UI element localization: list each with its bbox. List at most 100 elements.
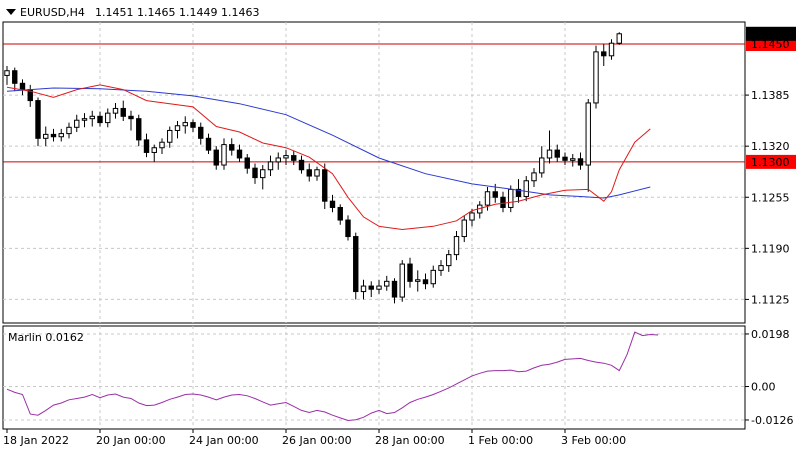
bullish-candle-body: [151, 147, 157, 153]
bearish-candle-body: [577, 158, 584, 166]
chart-header: EURUSD,H4 1.1451 1.1465 1.1449 1.1463: [6, 6, 259, 19]
marlin-oscillator-line: [6, 331, 659, 422]
time-tick-label: 26 Jan 00:00: [282, 434, 352, 447]
bullish-candle-body: [384, 280, 390, 287]
bearish-candle-body: [12, 70, 18, 84]
bearish-candle-body: [19, 82, 26, 91]
bullish-candle-body: [399, 263, 405, 298]
indicator-grid: [3, 326, 745, 429]
time-tick-label: 18 Jan 2022: [3, 434, 69, 447]
symbol-label: EURUSD,H4: [20, 6, 85, 19]
bullish-candle-body: [221, 144, 227, 166]
bullish-candle-body: [89, 115, 95, 120]
bearish-candle-body: [337, 206, 343, 221]
bearish-candle-body: [205, 137, 212, 151]
candlestick-series: [4, 32, 622, 304]
bearish-candle-body: [244, 157, 250, 169]
bullish-candle-body: [508, 188, 514, 208]
bullish-candle-body: [461, 219, 467, 238]
bullish-candle-body: [523, 180, 529, 197]
bullish-candle-body: [585, 102, 591, 166]
bullish-candle-body: [283, 155, 289, 159]
bullish-candle-body: [531, 172, 537, 182]
bullish-candle-body: [314, 169, 320, 177]
bearish-candle-body: [236, 149, 243, 159]
bullish-candle-body: [430, 269, 436, 285]
bullish-candle-body: [260, 169, 266, 179]
horizontal-levels: [3, 43, 745, 163]
time-tick-label: 3 Feb 00:00: [561, 434, 626, 447]
current-price-tag-label: 1.1463: [751, 28, 790, 41]
indicator-tick-label: -0.0126: [751, 414, 793, 427]
bullish-candle-body: [570, 158, 576, 161]
bearish-candle-body: [562, 156, 568, 161]
bullish-candle-body: [415, 279, 421, 282]
bullish-candle-body: [74, 119, 80, 128]
bearish-candle-body: [143, 139, 150, 153]
bearish-candle-body: [322, 169, 328, 202]
bullish-candle-body: [167, 129, 173, 143]
main-panel-frame: [2, 21, 746, 324]
bearish-candle-body: [35, 100, 41, 139]
price-tick-label: 1.1385: [751, 89, 790, 102]
bullish-candle-body: [275, 157, 281, 163]
bullish-candle-body: [105, 112, 111, 124]
bullish-candle-body: [174, 125, 181, 131]
bullish-candle-body: [159, 141, 165, 149]
bearish-candle-body: [298, 159, 305, 171]
bearish-candle-body: [128, 115, 134, 120]
indicator-label: Marlin 0.0162: [8, 331, 84, 344]
bearish-candle-body: [500, 196, 506, 208]
bullish-candle-body: [182, 122, 188, 127]
price-tick-label: 1.1255: [751, 191, 790, 204]
time-tick-label: 1 Feb 00:00: [468, 434, 533, 447]
bullish-candle-body: [539, 157, 545, 174]
bearish-candle-body: [97, 115, 103, 124]
bearish-candle-body: [306, 169, 312, 177]
slow-moving-average-line: [6, 87, 651, 199]
bullish-candle-body: [484, 191, 491, 206]
bearish-candle-body: [345, 219, 351, 238]
main-grid: [3, 22, 745, 323]
level-price-tag: [746, 154, 796, 169]
time-tick-label: 24 Jan 00:00: [189, 434, 259, 447]
bearish-candle-body: [252, 167, 258, 179]
price-tick-label: 1.1190: [751, 242, 790, 255]
oscillator-series: [6, 331, 659, 422]
bearish-candle-body: [329, 200, 336, 208]
indicator-axis: 0.0198 0.00 -0.0126: [745, 328, 793, 427]
bullish-candle-body: [593, 51, 599, 104]
dropdown-triangle-icon[interactable]: [6, 9, 16, 15]
bullish-candle-body: [81, 118, 88, 121]
bullish-candle-body: [58, 133, 64, 138]
fast-moving-average-line: [6, 84, 651, 231]
price-tick-label: 1.1125: [751, 293, 790, 306]
time-tick-label: 20 Jan 00:00: [96, 434, 166, 447]
bullish-candle-body: [4, 70, 10, 76]
bearish-candle-body: [291, 155, 297, 161]
price-axis: 1.1385 1.1320 1.1255 1.1190 1.1125 1.1450 1.13…: [745, 26, 796, 306]
bullish-candle-body: [546, 149, 553, 159]
bearish-candle-body: [136, 118, 142, 141]
bearish-candle-body: [601, 51, 607, 57]
indicator-tick-label: 0.0198: [751, 328, 790, 341]
level-price-tag-label: 1.1300: [751, 156, 790, 169]
indicator-panel-frame: [2, 325, 746, 430]
time-tick-label: 28 Jan 00:00: [375, 434, 445, 447]
bearish-candle-body: [190, 122, 196, 128]
bearish-candle-body: [391, 280, 398, 298]
price-tick-label: 1.1320: [751, 140, 790, 153]
bullish-candle-body: [438, 265, 444, 271]
current-price-tag: [746, 26, 796, 41]
bearish-candle-body: [120, 107, 126, 117]
bearish-candle-body: [407, 263, 413, 282]
bearish-candle-body: [422, 279, 429, 285]
bullish-candle-body: [608, 42, 615, 57]
bullish-candle-body: [112, 107, 119, 114]
bullish-candle-body: [43, 133, 49, 139]
bullish-candle-body: [446, 254, 452, 267]
bearish-candle-body: [353, 236, 359, 293]
bearish-candle-body: [213, 149, 219, 166]
bearish-candle-body: [198, 126, 204, 139]
